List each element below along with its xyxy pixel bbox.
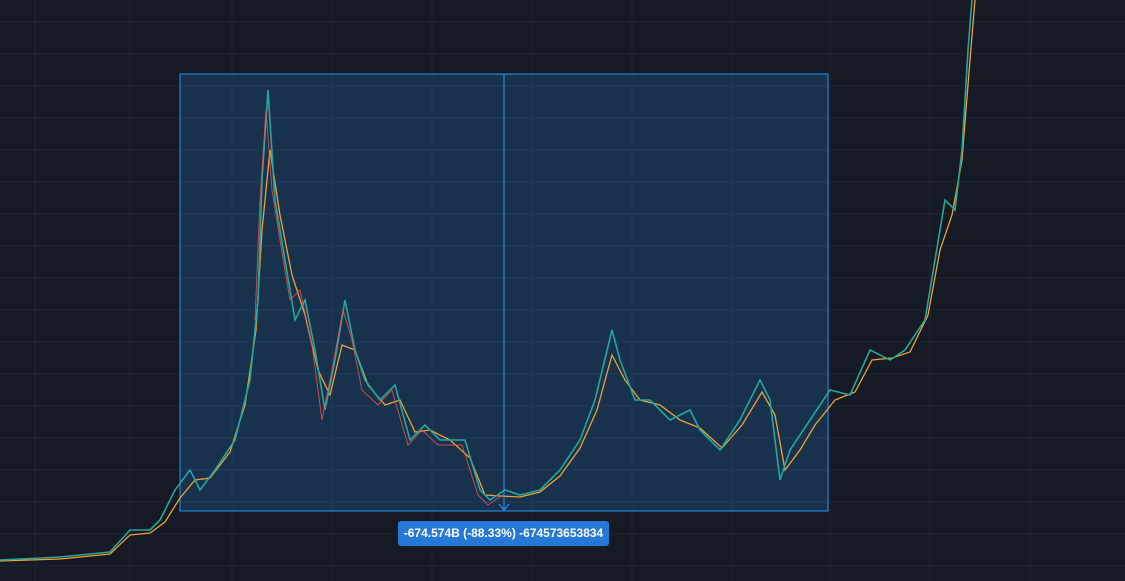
price-line	[0, 0, 973, 561]
measure-arrow	[498, 503, 510, 511]
price-line-down	[254, 109, 504, 506]
measure-label-box	[398, 521, 609, 546]
measure-label: -674.574B (-88.33%) -674573653834	[404, 526, 604, 540]
